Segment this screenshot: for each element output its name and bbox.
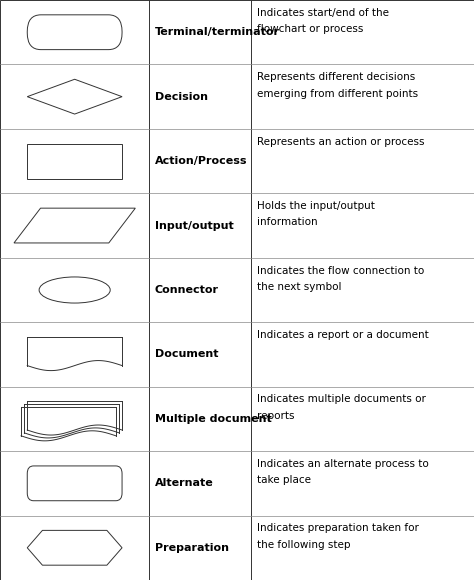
Text: Alternate: Alternate bbox=[155, 478, 214, 488]
Text: Action/Process: Action/Process bbox=[155, 156, 247, 166]
Text: Connector: Connector bbox=[155, 285, 219, 295]
Text: Represents different decisions
emerging from different points: Represents different decisions emerging … bbox=[257, 72, 418, 99]
Text: Multiple document: Multiple document bbox=[155, 414, 272, 424]
Text: Indicates multiple documents or
reports: Indicates multiple documents or reports bbox=[257, 394, 426, 421]
Text: Indicates a report or a document: Indicates a report or a document bbox=[257, 330, 428, 340]
Text: Indicates an alternate process to
take place: Indicates an alternate process to take p… bbox=[257, 459, 428, 485]
Bar bbox=[27, 144, 122, 179]
Text: Input/output: Input/output bbox=[155, 220, 234, 231]
Text: Indicates start/end of the
flowchart or process: Indicates start/end of the flowchart or … bbox=[257, 8, 389, 34]
Text: Document: Document bbox=[155, 349, 219, 360]
Text: Represents an action or process: Represents an action or process bbox=[257, 137, 424, 147]
Text: Terminal/terminator: Terminal/terminator bbox=[155, 27, 280, 37]
Text: Indicates the flow connection to
the next symbol: Indicates the flow connection to the nex… bbox=[257, 266, 424, 292]
Text: Preparation: Preparation bbox=[155, 543, 229, 553]
Text: Indicates preparation taken for
the following step: Indicates preparation taken for the foll… bbox=[257, 523, 419, 550]
Text: Decision: Decision bbox=[155, 92, 208, 102]
Text: Holds the input/output
information: Holds the input/output information bbox=[257, 201, 375, 227]
